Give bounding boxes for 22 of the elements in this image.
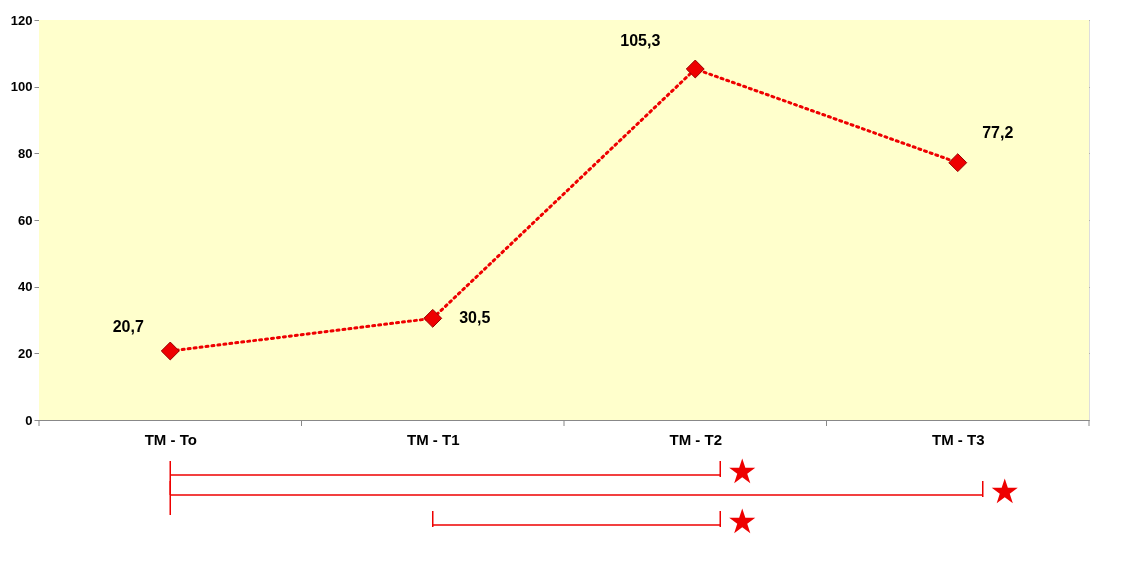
y-tick-label: 0 xyxy=(25,412,33,428)
data-label: 30,5 xyxy=(459,309,491,327)
text: ★ xyxy=(989,471,1020,511)
y-tick-label: 100 xyxy=(10,79,33,95)
y-tick-label: 60 xyxy=(18,212,33,228)
point xyxy=(160,341,180,361)
y-tick-label: 80 xyxy=(18,145,33,161)
x-tick-label: TM - T1 xyxy=(407,430,460,448)
y-tick-label: 120 xyxy=(10,12,33,28)
text: ★ xyxy=(727,451,758,491)
data-label: 77,2 xyxy=(982,123,1014,141)
data-label: 105,3 xyxy=(620,32,661,49)
x-tick-label: TM - T2 xyxy=(669,430,722,448)
point xyxy=(423,308,443,328)
y-tick-label: 40 xyxy=(18,279,33,295)
text: ★ xyxy=(727,501,758,541)
point xyxy=(685,59,705,79)
y-tick-label: 20 xyxy=(18,345,33,361)
data-label: 20,7 xyxy=(112,318,144,335)
point xyxy=(948,153,968,173)
x-tick-label: TM - T3 xyxy=(932,430,985,448)
x-tick-label: TM - To xyxy=(144,430,197,448)
